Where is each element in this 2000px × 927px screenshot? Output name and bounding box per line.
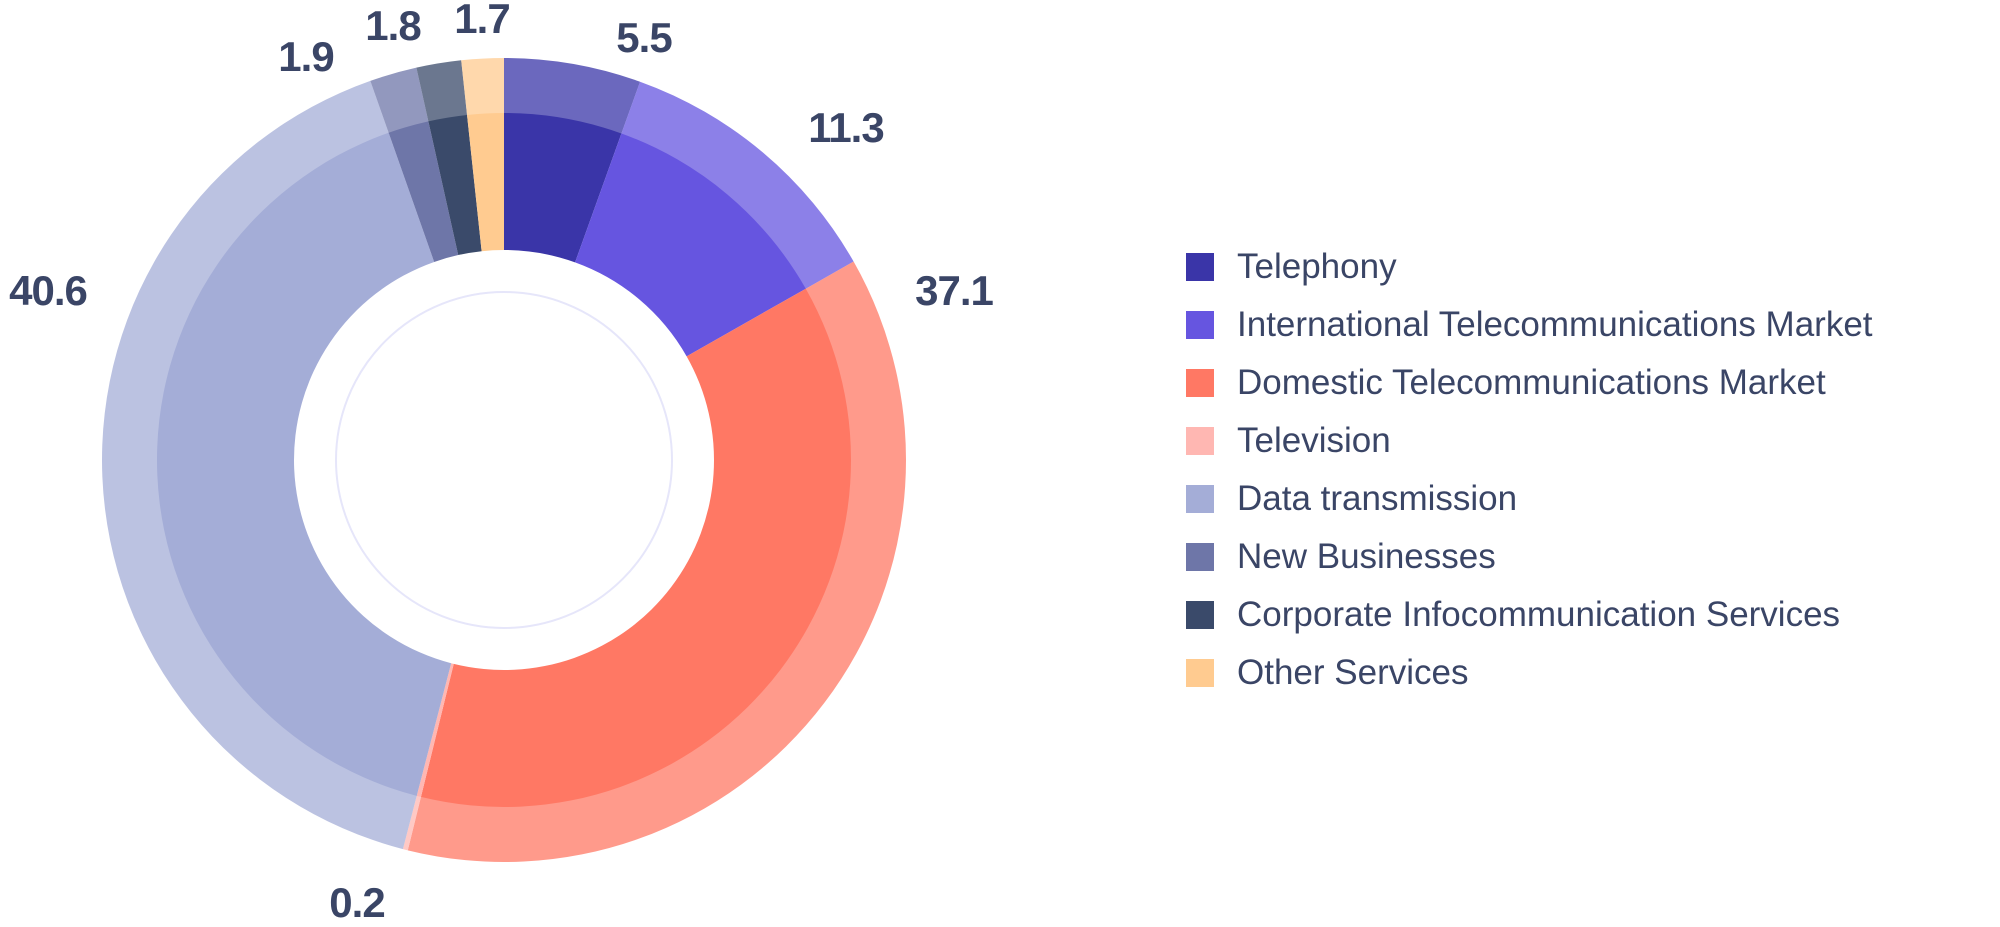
legend-swatch <box>1186 485 1214 513</box>
legend-label: Data transmission <box>1237 479 1518 518</box>
legend-item-telephony: Telephony <box>1186 238 1873 296</box>
legend-swatch <box>1186 369 1214 397</box>
legend-label: International Telecommunications Market <box>1237 305 1873 344</box>
value-label-data-transmission: 40.6 <box>9 267 88 314</box>
value-label-corporate-infocommunication-services: 1.8 <box>365 2 421 49</box>
outer-slice-international-telecommunications-market <box>621 81 854 290</box>
legend-swatch <box>1186 311 1214 339</box>
legend-swatch <box>1186 601 1214 629</box>
slice-domestic-telecommunications-market <box>420 288 851 808</box>
legend-item-corporate-infocommunication-services: Corporate Infocommunication Services <box>1186 586 1873 644</box>
legend-label: Television <box>1237 421 1391 460</box>
legend-label: Domestic Telecommunications Market <box>1237 363 1826 402</box>
legend-swatch <box>1186 543 1214 571</box>
value-label-television: 0.2 <box>329 879 385 926</box>
legend: Telephony International Telecommunication… <box>1186 238 1873 702</box>
outer-slice-other-services <box>461 58 504 116</box>
legend-label: Telephony <box>1237 247 1397 286</box>
legend-item-television: Television <box>1186 412 1873 470</box>
legend-label: Other Services <box>1237 653 1469 692</box>
outer-slice-data-transmission <box>101 80 417 850</box>
legend-swatch <box>1186 427 1214 455</box>
slice-new-businesses <box>388 121 459 262</box>
outer-slice-television <box>402 794 422 851</box>
inner-decorative-ring <box>335 291 673 629</box>
legend-item-other-services: Other Services <box>1186 644 1873 702</box>
legend-label: New Businesses <box>1237 537 1496 576</box>
value-label-international-telecommunications-market: 11.3 <box>808 104 884 151</box>
legend-item-new-businesses: New Businesses <box>1186 528 1873 586</box>
value-label-domestic-telecommunications-market: 37.1 <box>915 267 994 314</box>
legend-swatch <box>1186 659 1214 687</box>
slice-international-telecommunications-market <box>575 133 806 357</box>
outer-slice-corporate-infocommunication-services <box>416 60 468 123</box>
legend-swatch <box>1186 253 1214 281</box>
slice-television <box>416 663 454 797</box>
slice-telephony <box>504 113 622 263</box>
value-label-new-businesses: 1.9 <box>278 33 334 80</box>
donut-chart <box>101 58 906 863</box>
value-label-telephony: 5.5 <box>616 14 672 61</box>
legend-item-data-transmission: Data transmission <box>1186 470 1873 528</box>
legend-item-international-telecommunications-market: International Telecommunications Market <box>1186 296 1873 354</box>
legend-item-domestic-telecommunications-market: Domestic Telecommunications Market <box>1186 354 1873 412</box>
outer-slice-domestic-telecommunications-market <box>407 261 906 863</box>
slice-other-services <box>467 113 504 252</box>
legend-label: Corporate Infocommunication Services <box>1237 595 1841 634</box>
outer-slice-new-businesses <box>370 67 429 134</box>
value-label-other-services: 1.7 <box>454 0 510 42</box>
slice-corporate-infocommunication-services <box>428 114 482 256</box>
slice-data-transmission <box>156 132 452 796</box>
